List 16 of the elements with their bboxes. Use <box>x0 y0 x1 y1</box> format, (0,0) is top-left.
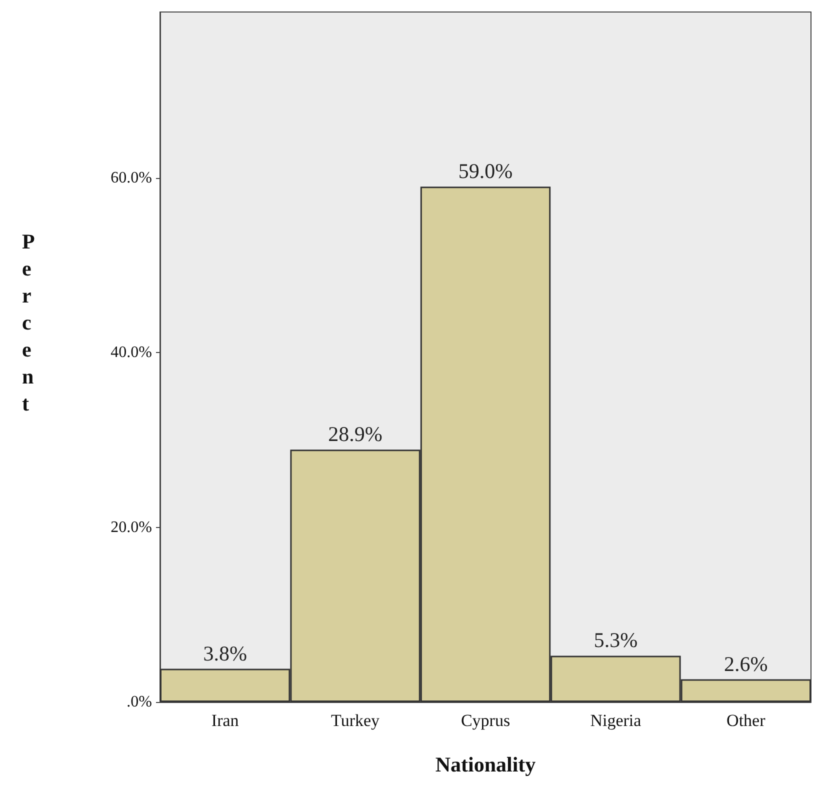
y-tick-label: 60.0% <box>110 169 152 186</box>
x-tick-label: Cyprus <box>460 711 510 730</box>
data-label: 2.6% <box>724 652 768 676</box>
data-label: 5.3% <box>594 628 638 652</box>
y-tick-label: 40.0% <box>110 344 152 362</box>
y-axis-title: Percent <box>22 230 35 416</box>
x-axis-title: Nationality <box>435 752 536 776</box>
x-tick-label: Iran <box>211 711 240 730</box>
x-tick-label: Nigeria <box>590 711 642 730</box>
data-label: 59.0% <box>458 159 513 184</box>
data-label: 28.9% <box>328 422 382 446</box>
y-tick-label: 20.0% <box>110 518 152 536</box>
x-tick-label: Other <box>726 711 766 730</box>
y-tick-label: .0% <box>126 694 152 710</box>
x-tick-label: Turkey <box>331 711 380 730</box>
data-label: 3.8% <box>203 641 247 666</box>
